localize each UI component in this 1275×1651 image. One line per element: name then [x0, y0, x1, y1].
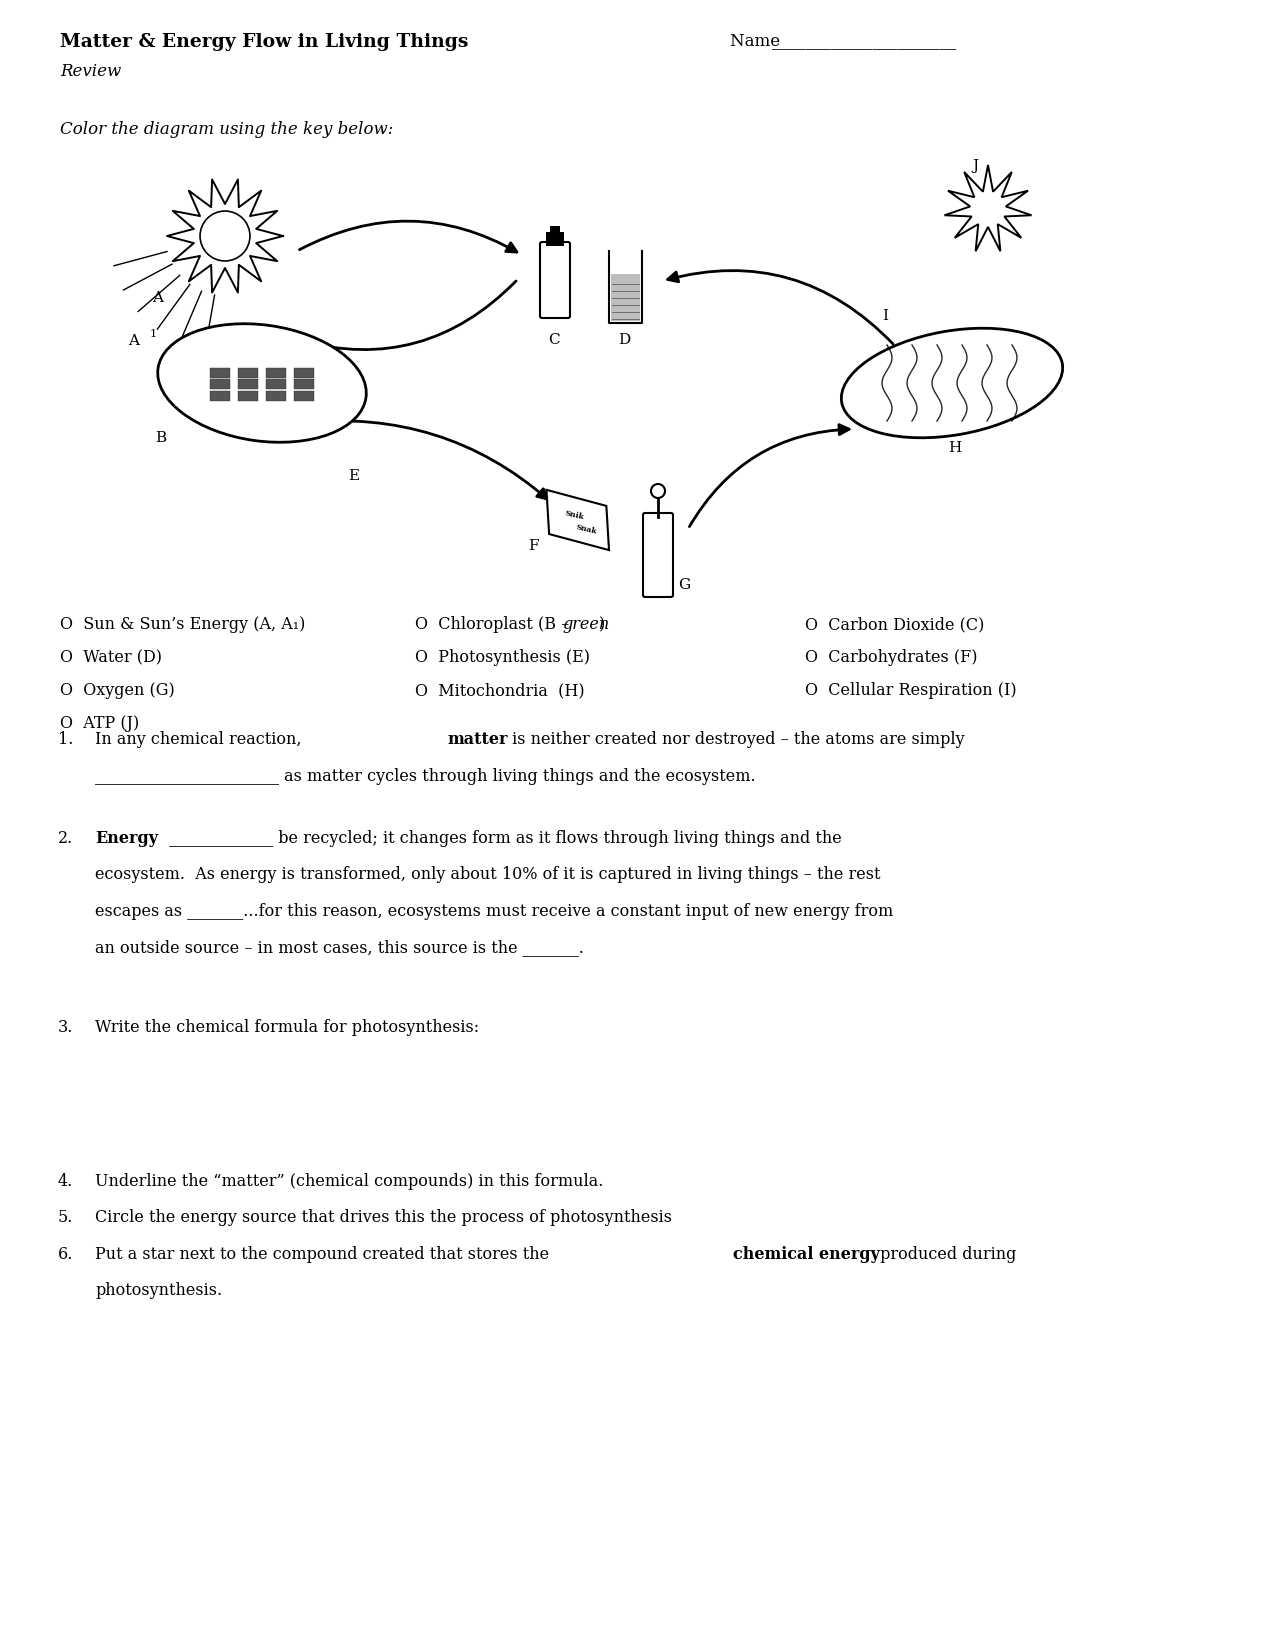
- Text: A: A: [152, 291, 163, 305]
- Bar: [611, 274, 640, 320]
- Bar: [266, 368, 286, 378]
- Text: _______________________ as matter cycles through living things and the ecosystem: _______________________ as matter cycles…: [96, 768, 756, 784]
- Text: ______________________: ______________________: [771, 33, 956, 50]
- Text: 1: 1: [150, 329, 157, 338]
- Text: O  Cellular Respiration (I): O Cellular Respiration (I): [805, 682, 1016, 698]
- Text: O  Carbon Dioxide (C): O Carbon Dioxide (C): [805, 616, 984, 632]
- Text: is neither created nor destroyed – the atoms are simply: is neither created nor destroyed – the a…: [507, 731, 965, 748]
- Bar: [238, 391, 258, 401]
- Text: Write the chemical formula for photosynthesis:: Write the chemical formula for photosynt…: [96, 1019, 479, 1037]
- Text: 2.: 2.: [57, 829, 73, 847]
- FancyBboxPatch shape: [541, 243, 570, 319]
- Text: 6.: 6.: [57, 1245, 74, 1263]
- Bar: [210, 368, 229, 378]
- Text: O  Sun & Sun’s Energy (A, A₁): O Sun & Sun’s Energy (A, A₁): [60, 616, 306, 632]
- Text: I: I: [882, 309, 887, 324]
- Text: 4.: 4.: [57, 1172, 73, 1190]
- Text: Matter & Energy Flow in Living Things: Matter & Energy Flow in Living Things: [60, 33, 468, 51]
- Text: J: J: [972, 158, 978, 173]
- Text: O  Mitochondria  (H): O Mitochondria (H): [414, 682, 585, 698]
- Text: Energy: Energy: [96, 829, 158, 847]
- Bar: [210, 391, 229, 401]
- Text: escapes as _______...for this reason, ecosystems must receive a constant input o: escapes as _______...for this reason, ec…: [96, 903, 894, 920]
- Text: B: B: [156, 431, 166, 446]
- Text: O  Water (D): O Water (D): [60, 649, 162, 665]
- Bar: [238, 380, 258, 390]
- Bar: [550, 226, 560, 234]
- Text: Circle the energy source that drives this the process of photosynthesis: Circle the energy source that drives thi…: [96, 1209, 672, 1227]
- Text: Put a star next to the compound created that stores the: Put a star next to the compound created …: [96, 1245, 555, 1263]
- Text: _____________ be recycled; it changes form as it flows through living things and: _____________ be recycled; it changes fo…: [164, 829, 843, 847]
- Text: green: green: [562, 616, 609, 632]
- Text: D: D: [618, 334, 630, 347]
- Bar: [266, 380, 286, 390]
- Text: O  Carbohydrates (F): O Carbohydrates (F): [805, 649, 978, 665]
- Circle shape: [652, 484, 666, 499]
- Text: Color the diagram using the key below:: Color the diagram using the key below:: [60, 121, 394, 139]
- Text: chemical energy: chemical energy: [733, 1245, 880, 1263]
- Text: matter: matter: [448, 731, 507, 748]
- Text: 3.: 3.: [57, 1019, 74, 1037]
- Text: E: E: [348, 469, 360, 484]
- Bar: [295, 380, 314, 390]
- Circle shape: [200, 211, 250, 261]
- Text: Underline the “matter” (chemical compounds) in this formula.: Underline the “matter” (chemical compoun…: [96, 1172, 603, 1190]
- Text: produced during: produced during: [875, 1245, 1016, 1263]
- Text: A: A: [128, 334, 139, 348]
- Text: photosynthesis.: photosynthesis.: [96, 1283, 222, 1299]
- Ellipse shape: [158, 324, 366, 442]
- Text: 1.: 1.: [57, 731, 74, 748]
- Text: O  ATP (J): O ATP (J): [60, 715, 139, 731]
- Text: C: C: [548, 334, 560, 347]
- Bar: [295, 368, 314, 378]
- Text: 5.: 5.: [57, 1209, 74, 1227]
- Bar: [238, 368, 258, 378]
- Bar: [210, 380, 229, 390]
- Text: O  Oxygen (G): O Oxygen (G): [60, 682, 175, 698]
- Bar: [295, 391, 314, 401]
- Text: Snak: Snak: [575, 523, 597, 535]
- Text: ecosystem.  As energy is transformed, only about 10% of it is captured in living: ecosystem. As energy is transformed, onl…: [96, 867, 881, 883]
- Text: O  Photosynthesis (E): O Photosynthesis (E): [414, 649, 590, 665]
- Polygon shape: [945, 165, 1031, 251]
- Text: G: G: [678, 578, 690, 593]
- Text: F: F: [528, 538, 538, 553]
- Text: H: H: [949, 441, 961, 456]
- FancyBboxPatch shape: [643, 513, 673, 598]
- Bar: [266, 391, 286, 401]
- Text: Name: Name: [731, 33, 785, 50]
- Ellipse shape: [842, 329, 1062, 438]
- Text: Review: Review: [60, 63, 121, 79]
- Bar: [546, 233, 564, 246]
- Text: an outside source – in most cases, this source is the _______.: an outside source – in most cases, this …: [96, 939, 584, 956]
- Text: Snik: Snik: [564, 509, 584, 522]
- Text: ): ): [599, 616, 606, 632]
- Text: O  Chloroplast (B –: O Chloroplast (B –: [414, 616, 574, 632]
- Text: In any chemical reaction,: In any chemical reaction,: [96, 731, 306, 748]
- Polygon shape: [547, 490, 609, 550]
